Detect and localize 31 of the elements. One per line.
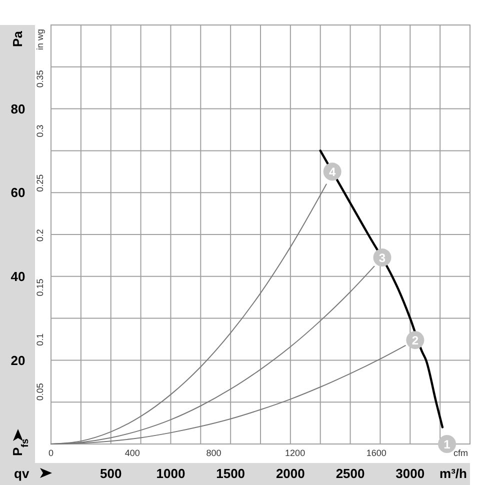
y2-tick-label: 0.35 bbox=[35, 70, 45, 88]
text: m³/h bbox=[440, 466, 468, 481]
x-tick-label: 2000 bbox=[276, 466, 305, 481]
y2-tick-label: 0.15 bbox=[35, 278, 45, 296]
x-tick-label: 3000 bbox=[396, 466, 425, 481]
annotation: 2 bbox=[412, 333, 419, 348]
x2-axis-title: cfm bbox=[454, 448, 468, 458]
x2-tick-label: 0 bbox=[48, 448, 54, 458]
annotation: 3 bbox=[378, 250, 386, 265]
y2-tick-label: 0.25 bbox=[35, 174, 45, 192]
x-tick-label: 1500 bbox=[216, 466, 246, 481]
y2-axis-title: in wg bbox=[35, 29, 45, 50]
y-tick-label: 60 bbox=[10, 185, 26, 200]
y-tick-label: 80 bbox=[10, 101, 26, 116]
y-tick-label: 20 bbox=[10, 352, 26, 368]
x-tick-label: 1000 bbox=[156, 466, 186, 481]
text: Pa bbox=[10, 30, 25, 47]
x2-tick-label: 400 bbox=[124, 448, 140, 458]
y2-tick-label: 0.3 bbox=[35, 124, 45, 138]
y2-tick-label: 0.05 bbox=[35, 383, 45, 401]
y-tick-label: 40 bbox=[10, 268, 26, 284]
y2-tick-label: 0.1 bbox=[35, 333, 45, 346]
x-tick-label: 2500 bbox=[336, 466, 365, 481]
x2-tick-label: 800 bbox=[206, 448, 222, 458]
x-tick-label: 500 bbox=[100, 466, 122, 481]
x2-tick-label: 1600 bbox=[366, 448, 386, 458]
x-axis-title: qv bbox=[14, 466, 30, 481]
annotation: 4 bbox=[328, 164, 336, 179]
x2-tick-label: 1200 bbox=[285, 448, 306, 458]
y2-tick-label: 0.2 bbox=[35, 229, 45, 242]
annotation: 1 bbox=[444, 437, 451, 452]
